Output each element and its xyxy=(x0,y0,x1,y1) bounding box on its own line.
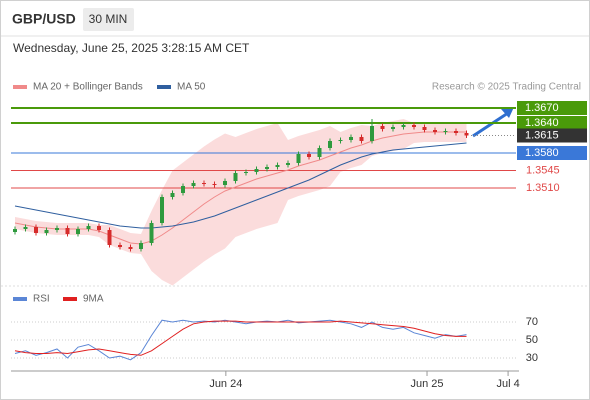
legend-label: MA 50 xyxy=(177,82,206,93)
indicator-line xyxy=(14,319,467,361)
candle-body xyxy=(202,183,206,184)
candle-body xyxy=(212,184,217,185)
candle-body xyxy=(296,154,301,163)
candle-body xyxy=(380,126,385,129)
candle-body xyxy=(13,229,17,232)
legend-swatch xyxy=(157,85,171,89)
timeframe: 30 MIN xyxy=(89,12,128,26)
x-tick-label: Jun 24 xyxy=(209,378,242,390)
candle-body xyxy=(55,228,59,230)
forecast-arrowhead xyxy=(501,107,514,118)
legend-label: 9MA xyxy=(83,294,104,305)
y-tick-label: 30 xyxy=(526,352,538,364)
candle-body xyxy=(191,183,196,186)
candle-body xyxy=(65,228,70,234)
candle-body xyxy=(275,165,280,167)
candle-body xyxy=(86,226,91,229)
level-label: 1.3670 xyxy=(525,102,559,114)
candle-body xyxy=(454,131,458,133)
candle-body xyxy=(422,127,427,130)
candle-body xyxy=(34,227,38,233)
source: Research © 2025 Trading Central xyxy=(432,82,581,93)
candle-body xyxy=(401,125,406,127)
level-label: 1.3545 xyxy=(526,164,560,176)
candle-body xyxy=(359,137,364,141)
candle-body xyxy=(370,126,374,141)
candle-body xyxy=(181,186,185,193)
legend-swatch xyxy=(63,297,77,301)
candle-body xyxy=(149,223,154,243)
legend-label: MA 20 + Bollinger Bands xyxy=(33,82,143,93)
candle-body xyxy=(307,154,311,157)
symbol: GBP/USD xyxy=(12,11,76,27)
candle-body xyxy=(244,172,248,173)
ma-line xyxy=(14,131,467,245)
y-tick-label: 50 xyxy=(526,334,538,346)
level-box xyxy=(517,116,587,130)
level-label: 1.3615 xyxy=(525,129,559,141)
candle-body xyxy=(317,148,322,157)
x-tick-label: Jun 25 xyxy=(411,378,444,390)
x-tick-label: Jul 4 xyxy=(496,378,519,390)
candle-body xyxy=(223,181,227,185)
timestamp: Wednesday, June 25, 2025 3:28:15 AM CET xyxy=(13,41,250,55)
ma-line xyxy=(14,142,467,229)
level-box xyxy=(517,101,587,115)
candle-body xyxy=(128,247,133,249)
candle-body xyxy=(265,167,269,169)
candle-body xyxy=(170,193,175,197)
level-box xyxy=(517,146,587,160)
candle-body xyxy=(23,227,28,229)
candle-body xyxy=(76,229,80,234)
candle-body xyxy=(254,169,259,172)
bollinger-band xyxy=(15,119,467,286)
candle-body xyxy=(349,137,353,140)
legend-swatch xyxy=(13,297,27,301)
legend-swatch xyxy=(13,85,27,89)
level-box xyxy=(517,128,587,143)
candle-body xyxy=(412,125,416,127)
candle-body xyxy=(328,141,332,148)
candle-body xyxy=(139,243,143,249)
candle-body xyxy=(107,230,112,245)
candle-body xyxy=(286,163,290,165)
candle-body xyxy=(338,140,343,141)
candle-body xyxy=(391,127,395,129)
candle-body xyxy=(233,173,238,181)
candle-body xyxy=(118,245,122,247)
indicator-line xyxy=(14,320,467,356)
candle-body xyxy=(160,197,164,223)
legend-label: RSI xyxy=(33,294,50,305)
level-label: 1.3510 xyxy=(526,182,560,194)
y-tick-label: 70 xyxy=(526,316,538,328)
forecast-arrow xyxy=(472,111,509,138)
candle-body xyxy=(464,133,469,136)
candle-body xyxy=(443,131,448,132)
candle-body xyxy=(44,230,49,233)
candle-body xyxy=(97,226,101,230)
level-label: 1.3640 xyxy=(525,117,559,129)
timeframe-box xyxy=(83,8,134,31)
candle-body xyxy=(433,130,437,132)
level-label: 1.3580 xyxy=(525,147,559,159)
